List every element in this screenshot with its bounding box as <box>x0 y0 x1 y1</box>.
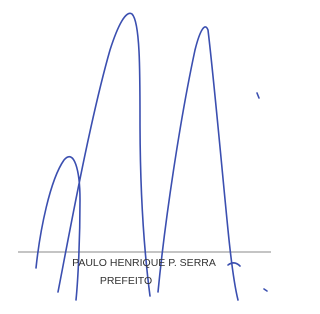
signer-title: PREFEITO <box>100 275 152 287</box>
signature-block: PAULO HENRIQUE P. SERRA PREFEITO <box>0 0 273 314</box>
signer-name: PAULO HENRIQUE P. SERRA <box>72 257 216 269</box>
